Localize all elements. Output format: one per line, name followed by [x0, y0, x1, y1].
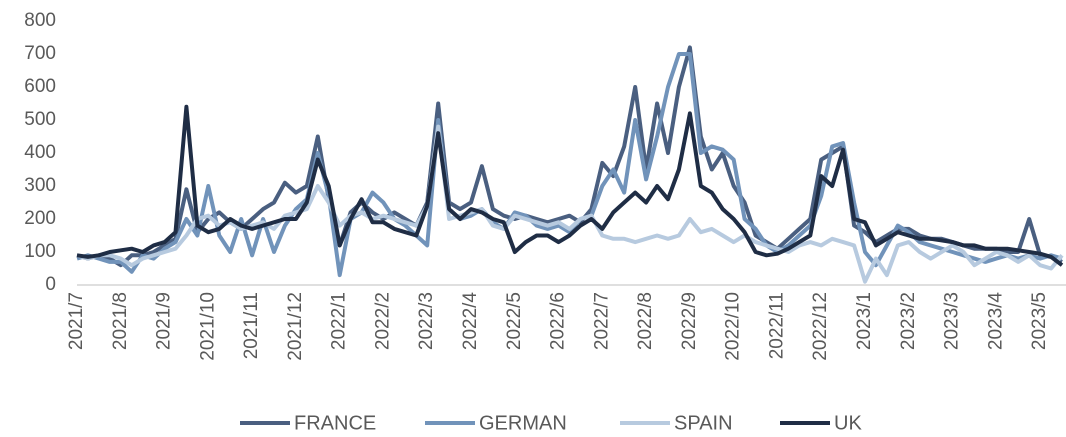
series-line — [76, 52, 1063, 278]
x-tick-label: 2022/2 — [372, 292, 393, 350]
y-tick-label: 100 — [24, 241, 56, 262]
x-tick-label: 2023/4 — [985, 292, 1006, 351]
x-tick-label: 2022/7 — [591, 292, 612, 350]
x-tick-label: 2021/11 — [241, 292, 262, 359]
y-tick-label: 700 — [24, 43, 56, 64]
x-tick-label: 2023/3 — [942, 292, 963, 350]
x-tick-label: 2021/9 — [154, 292, 175, 350]
x-tick-label: 2022/12 — [810, 292, 831, 361]
y-tick-label: 600 — [24, 76, 56, 97]
y-tick-label: 800 — [24, 10, 56, 31]
x-tick-label: 2022/11 — [766, 292, 787, 359]
legend-label: UK — [834, 412, 862, 434]
x-tick-label: 2022/3 — [416, 292, 437, 350]
x-tick-label: 2023/2 — [898, 292, 919, 350]
y-tick-label: 500 — [24, 109, 56, 130]
x-tick-label: 2022/1 — [329, 292, 350, 350]
x-tick-label: 2023/5 — [1029, 292, 1050, 350]
x-tick-label: 2022/10 — [723, 292, 744, 361]
y-tick-label: 300 — [24, 175, 56, 196]
x-tick-label: 2023/1 — [854, 292, 875, 350]
x-tick-label: 2022/4 — [460, 292, 481, 351]
x-tick-label: 2022/5 — [504, 292, 525, 350]
x-tick-label: 2021/10 — [197, 292, 218, 361]
series-line — [76, 124, 1064, 284]
legend-label: FRANCE — [294, 412, 376, 434]
x-tick-label: 2021/12 — [285, 292, 306, 361]
x-tick-label: 2021/8 — [110, 292, 131, 350]
x-tick-label: 2022/6 — [548, 292, 569, 350]
y-tick-label: 200 — [24, 208, 56, 229]
x-tick-label: 2022/9 — [679, 292, 700, 350]
x-tick-label: 2022/8 — [635, 292, 656, 350]
y-tick-label: 0 — [45, 274, 56, 295]
x-tick-label: 2021/7 — [66, 292, 87, 350]
legend-label: GERMAN — [479, 412, 567, 434]
legend-label: SPAIN — [674, 412, 733, 434]
y-tick-label: 400 — [24, 142, 56, 163]
series-line — [76, 104, 1064, 267]
